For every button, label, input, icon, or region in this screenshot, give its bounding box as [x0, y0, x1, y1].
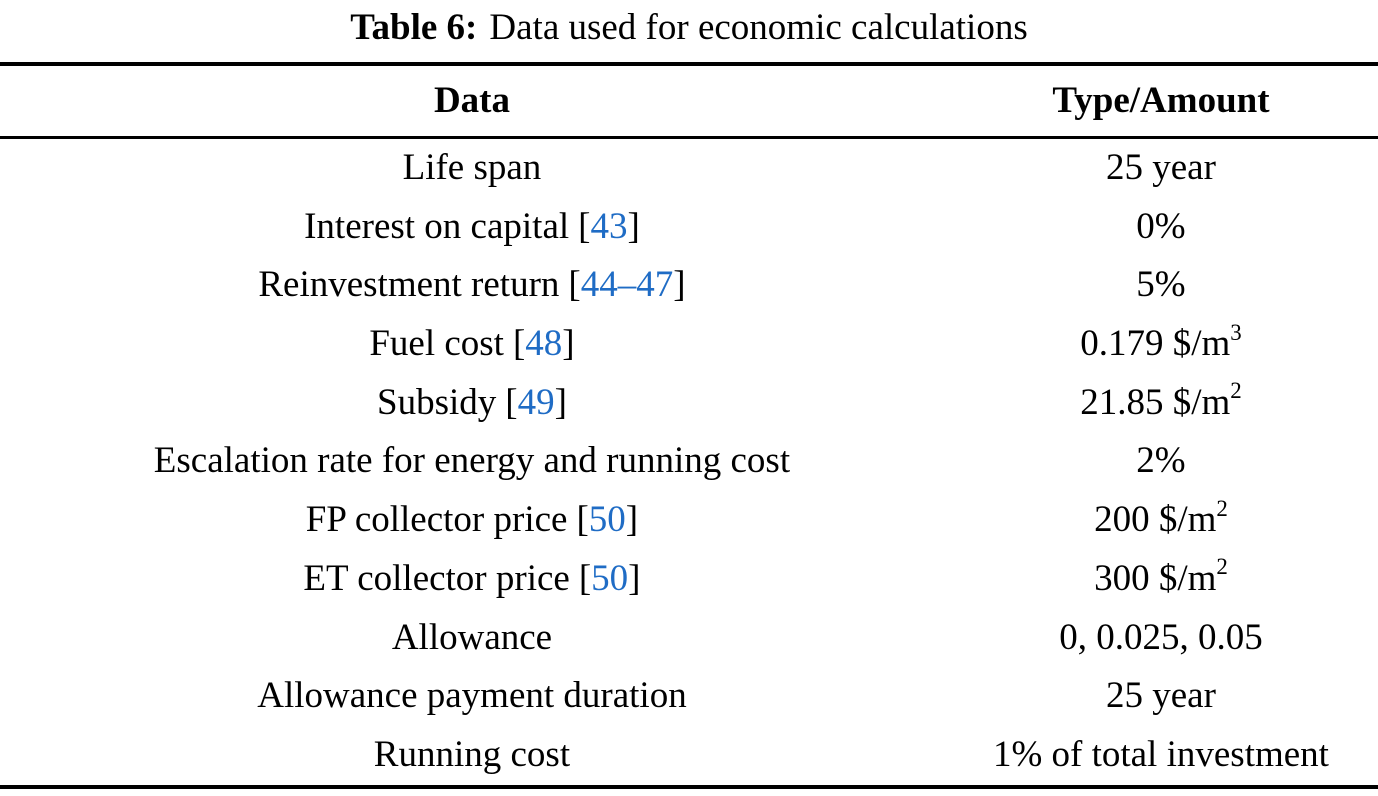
row-amount-cell: 2% — [944, 441, 1378, 482]
row-label: ET collector price — [303, 557, 570, 599]
citation-close-bracket: ] — [554, 381, 567, 423]
table-caption: Table 6: Data used for economic calculati… — [0, 6, 1378, 50]
row-label-cell: Escalation rate for energy and running c… — [0, 441, 944, 482]
amount-superscript: 2 — [1216, 554, 1228, 580]
row-label-cell: Fuel cost [48] — [0, 323, 944, 365]
table-row: Allowance payment duration[] 25 year — [0, 667, 1378, 726]
amount-value: 300 $/m — [1094, 557, 1217, 599]
row-label-cell: FP collector price [50] — [0, 499, 944, 541]
table-body: Life span[] 25 year Interest on capital[… — [0, 139, 1378, 785]
citation-open-bracket: [ — [568, 264, 581, 306]
row-amount-cell: 0% — [944, 205, 1378, 248]
amount-value: 0, 0.025, 0.05 — [1059, 616, 1263, 658]
row-label: Fuel cost — [369, 323, 504, 365]
citation: [50] — [579, 558, 641, 599]
row-label: Escalation rate for energy and running c… — [153, 440, 791, 482]
column-header-type-amount: Type/Amount — [1052, 79, 1270, 121]
amount-value: 5% — [1136, 264, 1186, 306]
economic-data-table: Data Type/Amount Life span[] 25 year Int… — [0, 62, 1378, 789]
column-header-data: Data — [433, 79, 510, 121]
amount-value: 21.85 $/m — [1080, 381, 1231, 423]
row-label: Reinvestment return — [258, 264, 560, 306]
row-label: Interest on capital — [304, 205, 570, 247]
table-row: FP collector price [50] 200 $/m2 — [0, 491, 1378, 550]
citation: [49] — [505, 382, 567, 423]
row-label: Allowance — [391, 616, 553, 658]
table-row: Allowance[] 0, 0.025, 0.05 — [0, 609, 1378, 668]
citation-close-bracket: ] — [627, 205, 640, 247]
table-row: Escalation rate for energy and running c… — [0, 432, 1378, 491]
citation-link[interactable]: 49 — [517, 381, 555, 423]
citation-link[interactable]: 44–47 — [580, 264, 674, 306]
citation-open-bracket: [ — [578, 205, 591, 247]
amount-value: 1% of total investment — [992, 733, 1329, 775]
row-amount-cell: 21.85 $/m2 — [944, 379, 1378, 424]
row-amount-cell: 300 $/m2 — [944, 556, 1378, 600]
citation-open-bracket: [ — [578, 557, 592, 599]
row-amount-cell: 25 year — [944, 147, 1378, 189]
row-amount-cell: 0, 0.025, 0.05 — [944, 616, 1378, 659]
row-amount-cell: 5% — [944, 265, 1378, 306]
table-row: Life span[] 25 year — [0, 139, 1378, 198]
table-caption-text: Data used for economic calculations — [489, 7, 1028, 48]
row-label: Life span — [402, 147, 542, 188]
citation-link[interactable]: 43 — [590, 205, 628, 247]
table-row: Running cost[] 1% of total investment — [0, 726, 1378, 785]
citation-close-bracket: ] — [625, 499, 639, 541]
table-caption-label: Table 6: — [350, 7, 478, 48]
citation-close-bracket: ] — [562, 323, 575, 365]
citation: [43] — [578, 206, 640, 247]
amount-value: 25 year — [1105, 147, 1216, 188]
amount-superscript: 3 — [1230, 319, 1242, 345]
row-label-cell: Subsidy [49] — [0, 381, 944, 424]
row-label-cell: Interest on capital [43] — [0, 205, 944, 248]
citation-close-bracket: ] — [628, 557, 641, 599]
table-row: ET collector price [50] 300 $/m2 — [0, 550, 1378, 609]
row-label-cell: Reinvestment return [44–47] — [0, 265, 944, 306]
citation-open-bracket: [ — [512, 323, 526, 365]
amount-value: 0% — [1136, 205, 1186, 247]
table-header-row: Data Type/Amount — [0, 66, 1378, 139]
row-amount-cell: 0.179 $/m3 — [944, 321, 1378, 365]
table-row: Fuel cost [48] 0.179 $/m3 — [0, 315, 1378, 374]
row-amount-cell: 200 $/m2 — [944, 497, 1378, 541]
amount-value: 0.179 $/m — [1080, 323, 1231, 365]
row-label-cell: Allowance payment duration[] — [0, 675, 944, 717]
row-label: Subsidy — [377, 381, 497, 423]
row-amount-cell: 25 year — [944, 675, 1378, 717]
row-label-cell: Allowance[] — [0, 616, 944, 659]
citation-close-bracket: ] — [673, 264, 686, 306]
citation-open-bracket: [ — [505, 381, 518, 423]
table-row: Subsidy [49] 21.85 $/m2 — [0, 374, 1378, 433]
amount-value: 25 year — [1105, 675, 1216, 717]
table-row: Interest on capital [43] 0% — [0, 198, 1378, 257]
table-row: Reinvestment return [44–47] 5% — [0, 256, 1378, 315]
row-label-cell: Life span[] — [0, 147, 944, 189]
amount-superscript: 2 — [1230, 378, 1242, 404]
amount-value: 2% — [1136, 440, 1186, 482]
row-label: FP collector price — [305, 499, 568, 541]
citation-link[interactable]: 50 — [588, 499, 626, 541]
amount-value: 200 $/m — [1094, 499, 1217, 541]
citation: [50] — [576, 499, 638, 540]
citation-open-bracket: [ — [576, 499, 589, 541]
citation-link[interactable]: 50 — [591, 557, 629, 599]
citation: [44–47] — [568, 264, 686, 306]
row-label-cell: Running cost[] — [0, 733, 944, 776]
row-label-cell: ET collector price [50] — [0, 557, 944, 600]
citation: [48] — [513, 323, 575, 364]
row-label: Running cost — [373, 733, 571, 775]
citation-link[interactable]: 48 — [525, 323, 563, 365]
row-amount-cell: 1% of total investment — [944, 733, 1378, 776]
amount-superscript: 2 — [1216, 495, 1228, 521]
row-label: Allowance payment duration — [257, 675, 687, 717]
